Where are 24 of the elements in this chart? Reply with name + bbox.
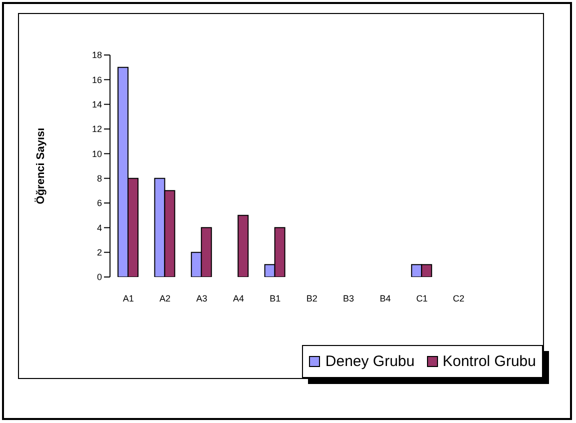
y-tick-label: 10 <box>92 148 102 159</box>
y-tick-label: 6 <box>96 198 102 208</box>
x-tick-label: B1 <box>270 293 281 304</box>
y-tick-label: 2 <box>96 248 102 258</box>
legend-label: Kontrol Grubu <box>442 353 536 370</box>
y-tick-label: 16 <box>92 74 102 85</box>
x-tick-label: B2 <box>306 293 318 304</box>
x-tick-label: A1 <box>122 293 134 304</box>
x-tick-label: C1 <box>416 293 428 304</box>
y-axis-title: Öğrenci Sayısı <box>34 128 47 204</box>
y-tick-label: 12 <box>92 124 102 134</box>
y-tick-label: 0 <box>96 272 102 282</box>
x-tick-label: A3 <box>196 293 208 304</box>
bar <box>238 214 249 277</box>
y-tick-label: 4 <box>96 222 102 233</box>
x-tick-label: C2 <box>452 293 464 304</box>
y-tick-label: 8 <box>96 174 102 184</box>
x-tick-label: A4 <box>232 293 244 304</box>
y-tick-label: 14 <box>92 100 102 110</box>
x-tick-label: B4 <box>380 293 391 304</box>
x-tick-label: A2 <box>160 293 171 304</box>
y-tick-label: 18 <box>92 50 102 60</box>
legend-label: Deney Grubu <box>325 353 415 370</box>
x-tick-label: B3 <box>343 293 354 304</box>
